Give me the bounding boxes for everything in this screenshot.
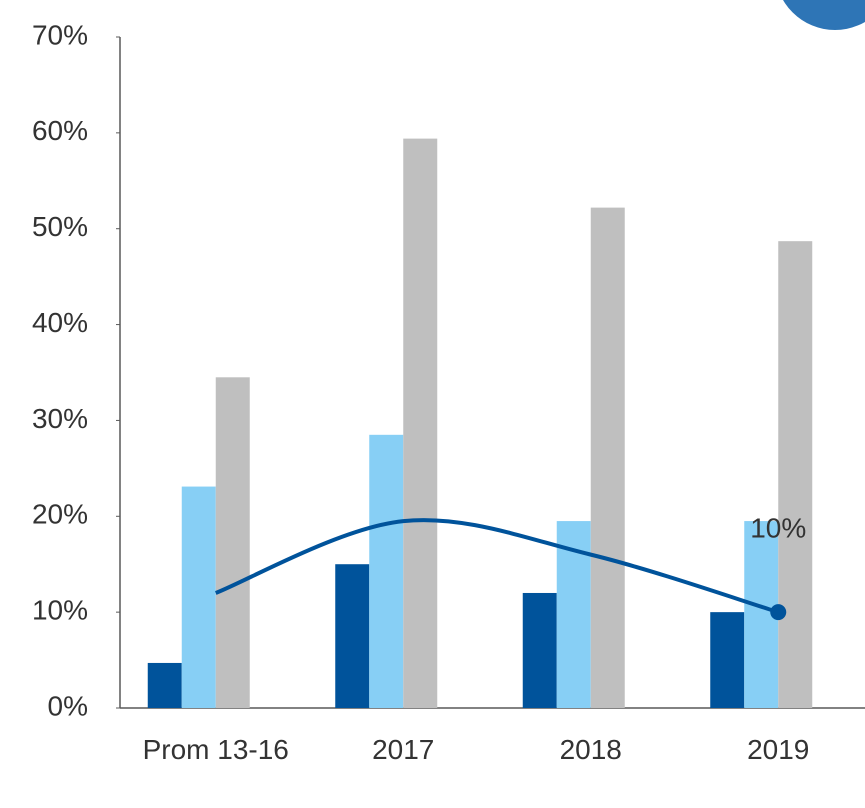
bar bbox=[778, 241, 813, 708]
bar bbox=[710, 612, 745, 708]
bar bbox=[403, 138, 438, 708]
bar bbox=[369, 434, 404, 708]
line bbox=[215, 518, 779, 615]
y-tick-label: 60% bbox=[32, 115, 88, 146]
marker bbox=[770, 604, 787, 621]
y-tick-label: 20% bbox=[32, 499, 88, 530]
bar bbox=[522, 592, 557, 708]
data-label: 10% bbox=[750, 513, 806, 544]
x-tick-label: 2017 bbox=[372, 734, 435, 765]
bar bbox=[147, 662, 182, 708]
y-tick-label: 70% bbox=[32, 19, 88, 50]
y-tick-label: 50% bbox=[32, 211, 88, 242]
bar bbox=[590, 207, 625, 708]
y-tick-label: 40% bbox=[32, 307, 88, 338]
y-tick-label: 10% bbox=[32, 595, 88, 626]
y-tick-label: 30% bbox=[32, 403, 88, 434]
x-tick-label: 2019 bbox=[747, 734, 810, 765]
x-tick-label: 2018 bbox=[559, 734, 622, 765]
bar bbox=[181, 486, 216, 708]
bar bbox=[335, 564, 370, 708]
decoration bbox=[783, 0, 865, 30]
bar bbox=[215, 377, 250, 708]
y-tick-label: 0% bbox=[48, 690, 88, 721]
x-tick-label: Prom 13-16 bbox=[142, 734, 289, 765]
